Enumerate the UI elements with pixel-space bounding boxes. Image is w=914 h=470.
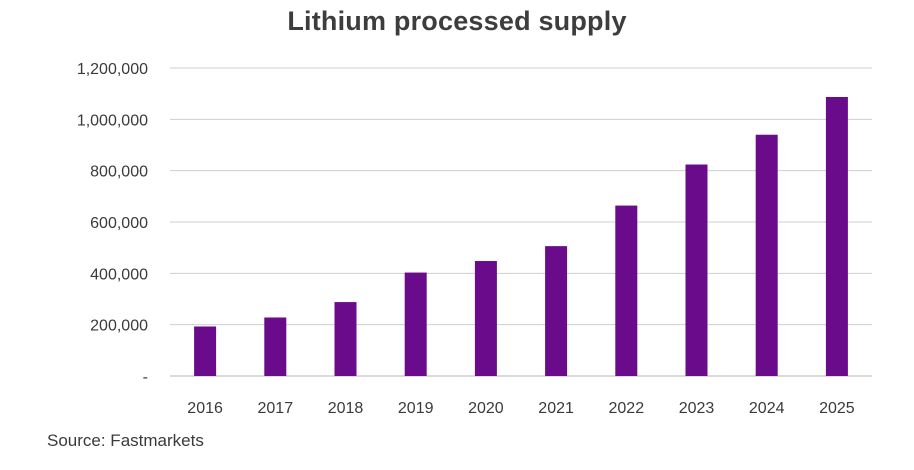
bar-2017: [264, 317, 287, 376]
x-tick-label: 2017: [258, 400, 294, 417]
bar-2023: [685, 164, 708, 376]
y-tick-label: 600,000: [90, 215, 148, 232]
y-axis-tick-labels: - 200,000 400,000 600,000 800,000 1,000,000 1,…: [77, 61, 148, 386]
y-tick-label: 400,000: [90, 266, 148, 283]
x-tick-label: 2020: [468, 400, 504, 417]
gridlines: [170, 67, 872, 377]
x-tick-label: 2023: [679, 400, 715, 417]
x-tick-label: 2016: [187, 400, 223, 417]
bar-2019: [404, 272, 427, 376]
x-tick-label: 2019: [398, 400, 434, 417]
bars: [194, 97, 848, 377]
bar-2024: [755, 134, 778, 376]
x-tick-label: 2021: [538, 400, 574, 417]
y-tick-label: 200,000: [90, 318, 148, 335]
x-tick-label: 2022: [609, 400, 645, 417]
bar-2022: [615, 205, 638, 376]
bar-2018: [334, 302, 357, 376]
y-tick-label: 1,000,000: [77, 112, 148, 129]
x-tick-label: 2025: [819, 400, 855, 417]
bar-2025: [825, 97, 848, 377]
y-tick-label: -: [143, 369, 148, 386]
x-tick-label: 2018: [328, 400, 364, 417]
y-tick-label: 1,200,000: [77, 61, 148, 78]
x-tick-label: 2024: [749, 400, 785, 417]
bar-2016: [194, 326, 217, 376]
bar-2021: [545, 246, 568, 376]
source-note: Source: Fastmarkets: [47, 431, 204, 450]
chart-title: Lithium processed supply: [287, 6, 627, 36]
x-axis-tick-labels: 2016 2017 2018 2019 2020 2021 2022 2023 2024 2025: [187, 400, 854, 417]
y-tick-label: 800,000: [90, 164, 148, 181]
bar-2020: [474, 261, 497, 376]
